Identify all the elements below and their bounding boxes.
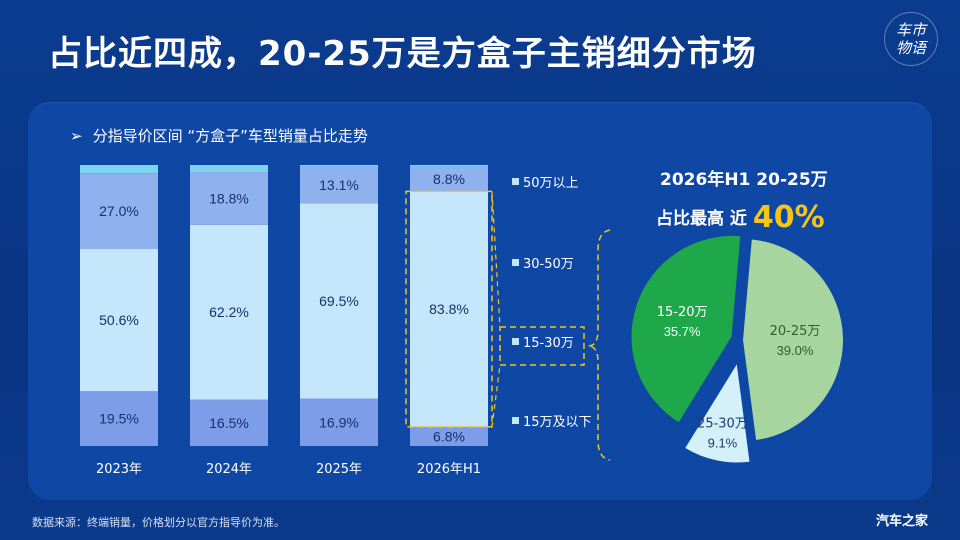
bar-value-label: 50.6%	[99, 312, 139, 328]
pie-slice-name: 25-30万	[697, 416, 748, 431]
bar-value-label: 83.8%	[429, 301, 469, 317]
section-title: ➢ 分指导价区间 “方盒子”车型销量占比走势	[70, 125, 368, 146]
highlight-heading: 2026年H1 20-25万	[660, 170, 828, 190]
bracket-connector	[587, 229, 611, 461]
bar-value-label: 62.2%	[209, 304, 249, 320]
bar-segment	[190, 165, 268, 173]
legend-label: 50万以上	[523, 176, 579, 191]
x-tick-label: 2023年	[96, 462, 142, 477]
bar-segment	[300, 166, 378, 204]
legend-swatch	[512, 178, 519, 185]
highlight-dashed-box	[405, 190, 493, 428]
brand-mark-line2: 物语	[895, 39, 926, 57]
section-title-text: 分指导价区间 “方盒子”车型销量占比走势	[92, 127, 368, 145]
bar-segment	[300, 203, 378, 399]
bar-segment	[80, 391, 158, 446]
connector-line	[491, 191, 501, 328]
legend-swatch	[512, 417, 519, 424]
bar-segment	[80, 165, 158, 174]
pie-slice-value: 9.1%	[708, 435, 738, 450]
bar-segment	[410, 166, 488, 192]
bar-segment	[80, 249, 158, 392]
highlight-subheading: 占比最高 近 40%	[656, 200, 825, 235]
bar-segment	[410, 426, 488, 446]
pie-slice	[740, 237, 845, 443]
bar-segment	[80, 173, 158, 250]
bar-value-label: 16.9%	[319, 414, 359, 430]
bar-value-label: 27.0%	[99, 203, 139, 219]
bar-segment	[300, 398, 378, 446]
x-tick-label: 2026年H1	[417, 462, 481, 477]
connector-line	[491, 364, 501, 427]
highlight-prefix: 占比最高 近	[656, 209, 747, 229]
page-title: 占比近四成，20-25万是方盒子主销细分市场	[48, 34, 757, 74]
pie-slice-value: 39.0%	[777, 343, 814, 358]
bar-segment	[410, 191, 488, 427]
brand-mark: 车市 物语	[884, 12, 938, 66]
pie-slice-value: 35.7%	[664, 324, 701, 339]
legend-swatch	[512, 259, 519, 266]
bar-value-label: 13.1%	[319, 177, 359, 193]
autohome-logo: 汽车之家	[875, 514, 928, 529]
highlight-value: 40%	[752, 200, 825, 235]
bar-value-label: 8.8%	[433, 171, 465, 187]
legend-label: 15-30万	[523, 336, 574, 351]
bar-segment	[410, 165, 488, 167]
data-source-note: 数据来源：终端销量，价格划分以官方指导价为准。	[32, 516, 285, 529]
bar-value-label: 16.5%	[209, 415, 249, 431]
bar-segment	[190, 224, 268, 400]
pie-slice	[682, 358, 752, 465]
bar-value-label: 69.5%	[319, 293, 359, 309]
bar-segment	[300, 165, 378, 167]
bar-value-label: 19.5%	[99, 411, 139, 427]
bar-value-label: 6.8%	[433, 428, 465, 444]
arrow-right-icon: ➢	[70, 127, 83, 145]
legend-highlight-box	[499, 326, 585, 366]
legend-label: 15万及以下	[523, 415, 592, 430]
legend-label: 30-50万	[523, 257, 574, 272]
bar-segment	[190, 172, 268, 225]
pie-slice-name: 15-20万	[657, 305, 708, 320]
brand-mark-line1: 车市	[895, 21, 926, 39]
x-tick-label: 2025年	[316, 462, 362, 477]
pie-slice	[629, 233, 743, 426]
x-tick-label: 2024年	[206, 462, 252, 477]
bar-value-label: 18.8%	[209, 190, 249, 206]
pie-slice-name: 20-25万	[770, 324, 821, 339]
bar-segment	[190, 399, 268, 446]
legend-swatch	[512, 338, 519, 345]
